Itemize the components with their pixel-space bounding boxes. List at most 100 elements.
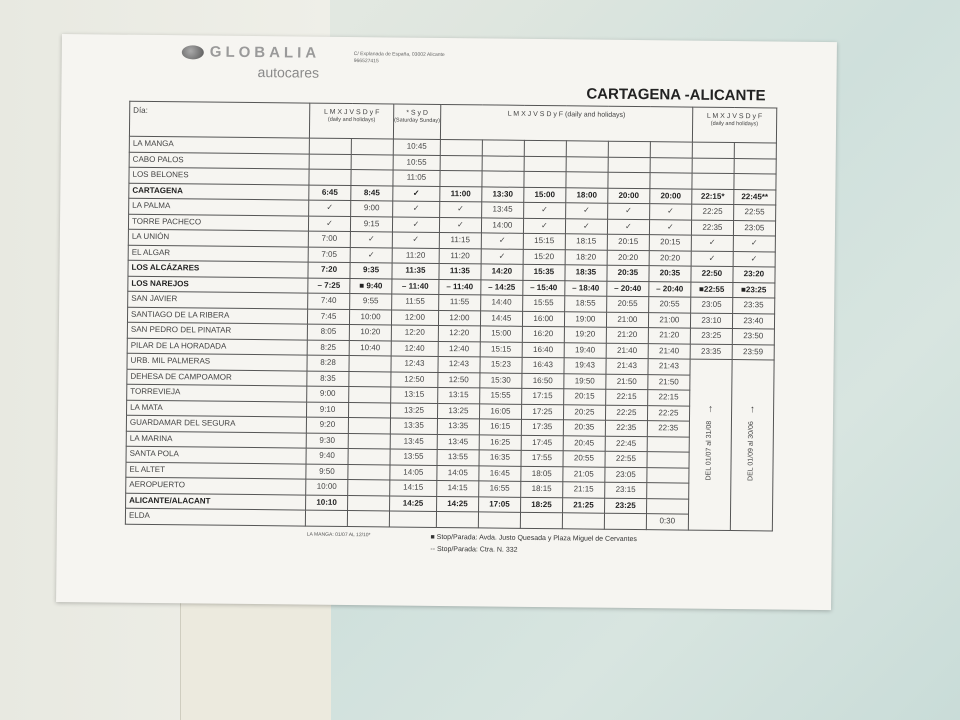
- time-cell: [565, 171, 608, 188]
- company-address: C/ Explanada de España, 03002 Alicante 9…: [354, 51, 445, 66]
- day-group-header: L M X J V S D y F (daily and holidays): [309, 103, 394, 139]
- time-cell: 20:00: [649, 188, 692, 205]
- time-cell: [436, 511, 479, 528]
- time-cell: [348, 448, 391, 465]
- time-cell: 21:00: [648, 312, 691, 329]
- time-cell: 18:35: [564, 264, 607, 281]
- time-cell: [649, 172, 692, 189]
- time-cell: 9:10: [306, 401, 349, 418]
- time-cell: 20:15: [649, 234, 692, 251]
- time-cell: 22:25: [691, 204, 734, 221]
- time-cell: ■23:25: [732, 282, 775, 298]
- time-cell: ✓: [691, 235, 734, 252]
- time-cell: [389, 510, 437, 527]
- time-cell: 23:20: [732, 266, 775, 283]
- time-cell: 21:43: [605, 358, 648, 375]
- time-cell: 12:40: [391, 340, 439, 357]
- time-cell: ✓: [733, 235, 776, 252]
- time-cell: [649, 157, 693, 174]
- time-cell: 12:50: [437, 371, 480, 388]
- time-cell: [351, 138, 394, 155]
- time-cell: – 20:40: [648, 281, 691, 298]
- time-cell: [608, 141, 651, 158]
- time-cell: ✓: [481, 232, 524, 249]
- time-cell: 13:15: [390, 386, 438, 403]
- time-cell: [562, 512, 605, 529]
- time-cell: [482, 139, 525, 156]
- time-cell: 23:10: [690, 312, 733, 329]
- time-cell: 15:30: [479, 372, 522, 389]
- time-cell: ✓: [350, 247, 393, 263]
- time-cell: [607, 156, 651, 173]
- time-cell: 16:55: [478, 480, 521, 497]
- time-cell: [309, 153, 352, 170]
- day-group-header: L M X J V S D y F (daily and holidays): [692, 107, 777, 143]
- time-cell: 15:00: [523, 186, 566, 203]
- timetable: Día: L M X J V S D y F (daily and holidays…: [125, 101, 777, 531]
- time-cell: 16:00: [522, 310, 565, 327]
- time-cell: [647, 436, 690, 453]
- time-cell: 14:05: [389, 464, 437, 481]
- time-cell: [523, 171, 566, 188]
- time-cell: 22:45**: [733, 189, 776, 205]
- day-group-note: (Saturday Sunday): [394, 117, 441, 124]
- time-cell: ✓: [350, 231, 393, 248]
- time-cell: 9:55: [349, 293, 392, 310]
- time-cell: ✓: [308, 215, 351, 232]
- time-cell: 7:00: [308, 231, 351, 248]
- time-cell: [733, 158, 777, 174]
- time-cell: 23:05: [733, 220, 776, 236]
- time-cell: 13:15: [437, 387, 480, 404]
- time-cell: 14:45: [480, 310, 523, 327]
- stop-name: SAN PEDRO DEL PINATAR: [127, 322, 308, 340]
- arrow-up-icon: ↑: [707, 404, 714, 416]
- sheet-header: GLOBALIA autocares C/ Explanada de Españ…: [61, 34, 837, 108]
- time-cell: [566, 140, 609, 157]
- time-cell: 13:45: [390, 433, 438, 450]
- time-cell: 15:20: [522, 248, 566, 265]
- time-cell: 15:55: [479, 387, 522, 404]
- time-cell: [348, 402, 391, 418]
- time-cell: 7:40: [307, 293, 350, 310]
- dash-stop-note: -- Stop/Parada: Ctra. N. 332: [430, 545, 518, 554]
- time-cell: 7:20: [307, 262, 351, 279]
- time-cell: [481, 155, 525, 172]
- stop-name: SANTIAGO DE LA RIBERA: [127, 306, 308, 325]
- day-group-days: L M X J V S D y F: [706, 112, 763, 121]
- arrow-up-icon: ↑: [749, 404, 756, 416]
- time-cell: ✓: [523, 217, 566, 234]
- day-group-header: L M X J V S D y F (daily and holidays): [440, 104, 693, 143]
- stop-name: PILAR DE LA HORADADA: [127, 337, 308, 356]
- stop-name: TORRE PACHECO: [128, 213, 309, 232]
- time-cell: 17:45: [521, 434, 564, 451]
- time-cell: 21:50: [605, 373, 648, 390]
- time-cell: 15:55: [522, 295, 565, 312]
- time-cell: [520, 512, 563, 529]
- globalia-logo: GLOBALIA: [181, 43, 320, 62]
- time-cell: 22:45: [605, 435, 648, 452]
- time-cell: [440, 139, 483, 156]
- time-cell: 19:40: [563, 342, 607, 359]
- time-cell: [351, 154, 394, 170]
- time-cell: ✓: [607, 218, 650, 235]
- time-cell: 21:20: [606, 327, 649, 344]
- time-cell: 10:55: [393, 154, 441, 171]
- time-cell: 7:45: [307, 308, 350, 325]
- time-cell: 13:35: [437, 418, 480, 435]
- time-cell: ✓: [392, 185, 440, 202]
- time-cell: 0:30: [646, 513, 689, 530]
- time-cell: [691, 173, 734, 190]
- time-cell: 12:00: [438, 309, 481, 326]
- stop-name: LA PALMA: [128, 198, 309, 216]
- time-cell: [646, 482, 689, 499]
- time-cell: ✓: [732, 251, 776, 267]
- time-cell: 20:45: [563, 435, 606, 452]
- time-cell: [646, 467, 689, 484]
- time-cell: [348, 386, 391, 403]
- day-label: Día:: [129, 101, 310, 139]
- globe-icon: [181, 44, 204, 59]
- time-cell: 20:20: [648, 250, 692, 267]
- time-cell: [348, 417, 391, 434]
- time-cell: [733, 173, 776, 190]
- time-cell: 16:50: [521, 372, 564, 389]
